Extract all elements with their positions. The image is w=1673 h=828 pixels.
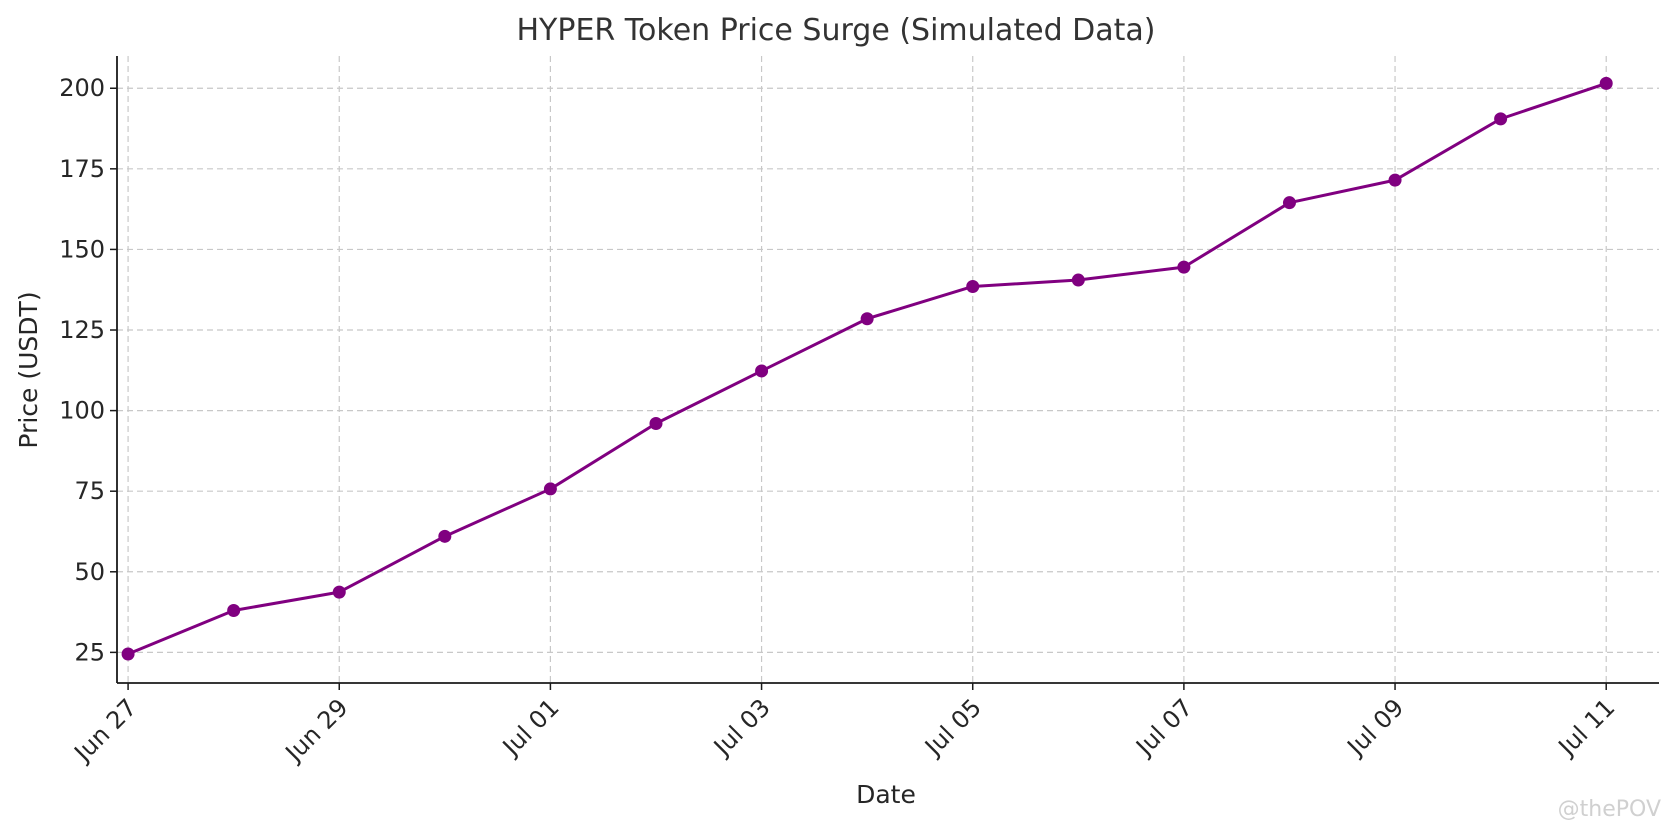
- data-point: [860, 312, 874, 326]
- x-tick-label: Jul 11: [1552, 693, 1621, 762]
- data-point: [438, 529, 452, 543]
- x-tick-label: Jul 07: [1129, 693, 1198, 762]
- data-point: [1599, 76, 1613, 90]
- chart-title: HYPER Token Price Surge (Simulated Data): [517, 13, 1156, 48]
- x-axis-label: Date: [856, 780, 916, 809]
- data-point: [332, 585, 346, 599]
- y-tick-label: 25: [74, 638, 105, 666]
- data-point: [1282, 196, 1296, 210]
- x-tick-label: Jul 03: [707, 693, 776, 762]
- x-ticks: Jun 27 Jun 29 Jul 01 Jul 03 Jul 05 Jul 07 Jul …: [68, 683, 1621, 768]
- y-tick-label: 50: [74, 558, 105, 586]
- y-tick-label: 150: [59, 235, 105, 263]
- data-point: [649, 416, 663, 430]
- data-point: [755, 364, 769, 378]
- data-point: [1071, 273, 1085, 287]
- y-tick-label: 100: [59, 397, 105, 425]
- x-tick-label: Jun 27: [68, 693, 143, 768]
- data-point: [227, 603, 241, 617]
- y-axis-label: Price (USDT): [14, 291, 43, 448]
- data-point: [966, 279, 980, 293]
- y-tick-label: 125: [59, 316, 105, 344]
- x-tick-label: Jun 29: [279, 693, 354, 768]
- y-tick-label: 175: [59, 155, 105, 183]
- y-tick-label: 75: [74, 477, 105, 505]
- data-point: [121, 647, 135, 661]
- data-point: [1494, 112, 1508, 126]
- y-tick-label: 200: [59, 74, 105, 102]
- y-grid: [117, 87, 1659, 653]
- data-point: [1388, 173, 1402, 187]
- watermark: @thePOV: [1557, 797, 1661, 822]
- data-point: [1177, 260, 1191, 274]
- x-grid: [127, 56, 1607, 683]
- series-layer: [121, 76, 1613, 661]
- x-tick-label: Jul 05: [918, 693, 987, 762]
- data-point: [543, 482, 557, 496]
- y-ticks: 25 50 75 100 125 150 175 200: [59, 74, 117, 666]
- x-tick-label: Jul 09: [1341, 693, 1410, 762]
- x-tick-label: Jul 01: [496, 693, 565, 762]
